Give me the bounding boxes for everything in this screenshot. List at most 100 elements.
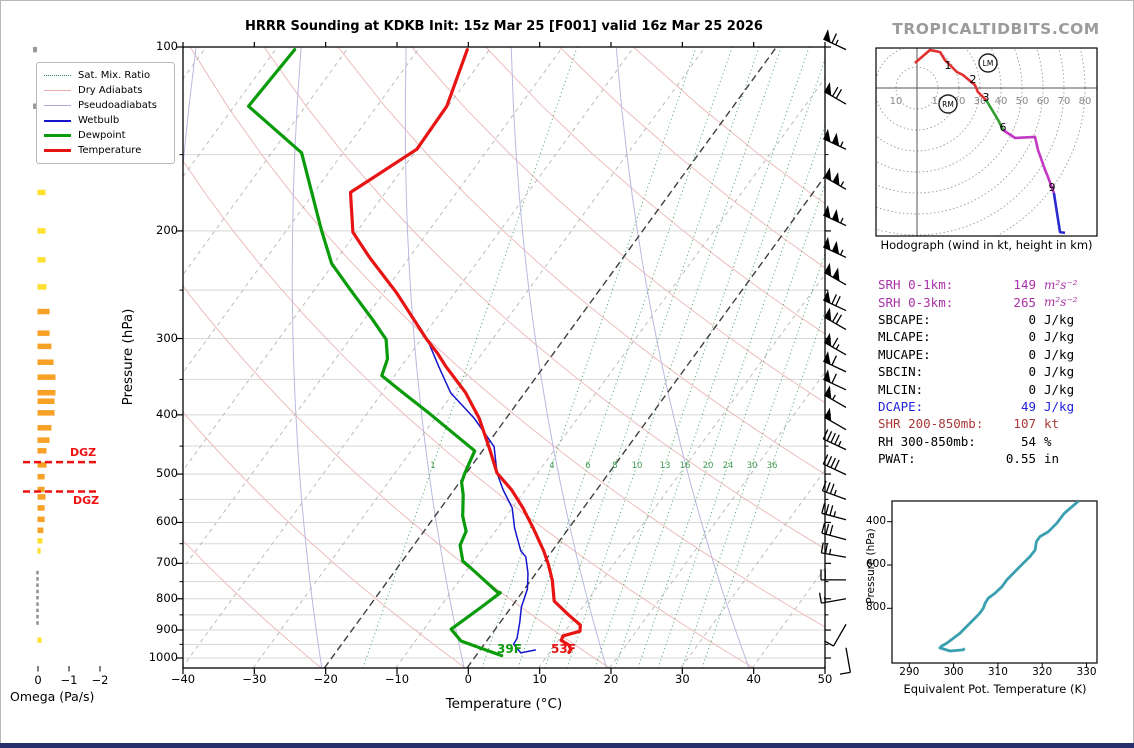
omega-bar [37,516,45,523]
omega-bar [37,486,45,493]
pressure-tick-label: 900 [156,622,178,637]
skewt-xaxis-label: Temperature (°C) [445,696,563,712]
stat-label: SRH 0-1km: [878,277,954,293]
legend-item-label: Dry Adiabats [78,85,143,96]
mixing-ratio-label: 30 [747,461,758,471]
stats-row: SRH 0-1km: 149 m²s⁻² [878,276,1102,293]
stat-value: 0 [1028,311,1036,327]
pressure-tick-label: 200 [156,222,178,237]
temperature-tick-label: 30 [675,672,690,686]
hodograph-ring-label: 30 [974,96,987,107]
hodograph-height-label: 6 [1000,121,1007,134]
legend-line-sample [44,134,71,137]
omega-bar [37,343,52,350]
stat-value: 0 [1028,381,1036,397]
stats-row: SRH 0-3km: 265 m²s⁻² [878,293,1102,310]
wind-barb [822,429,847,451]
legend: Sat. Mix. Ratio Dry Adiabats Pseudoadiabat… [36,62,175,164]
stat-unit: in [1044,451,1060,467]
wind-barb [823,290,847,312]
legend-item: Wetbulb [44,113,166,128]
bottom-bar [0,743,1134,748]
stat-label: MUCAPE: [878,346,931,362]
wind-barb [818,592,847,604]
omega-bar [37,308,50,315]
theta-e-ytick-label: 400 [865,514,886,527]
temperature-curve [348,48,582,654]
mixing-ratio-label: 1 [430,461,435,471]
omega-bar [37,359,54,365]
theta-e-xtick-label: 330 [1076,666,1097,678]
omega-bar [37,374,56,380]
omega-bar [37,505,45,511]
omega-bar [33,103,38,109]
skewt-background [183,47,825,668]
stat-value: 0 [1028,329,1036,345]
dewpoint-curve [246,48,504,658]
omega-bar [37,257,46,263]
wind-barb [820,569,846,581]
wind-barb [824,167,847,190]
stats-row: SHR 200-850mb: 107 kt [878,415,1102,432]
theta-e-xtick-label: 310 [987,666,1008,678]
legend-item: Dry Adiabats [44,83,166,98]
temperature-tick-label: 40 [746,672,761,686]
pressure-tick-label: 500 [156,466,178,481]
legend-line-sample [44,75,71,76]
theta-e-xtick-label: 320 [1032,666,1053,678]
stat-value: 265 [1013,294,1036,310]
storm-motion-marker-lm: LM [978,53,998,73]
legend-item: Temperature [44,143,166,158]
omega-bar [37,410,55,416]
mixing-ratio-label: 8 [612,461,617,471]
skewt-frame: 1 4 6 8 10 13 16 20 24 30 36 [177,42,831,674]
omega-bar [37,437,50,443]
hodograph: 10 10 20 30 40 50 60 70 80 1 23 6 9 RM LM [875,47,1098,237]
pressure-tick-label: 700 [156,555,178,570]
mixing-ratio-label: 36 [767,461,778,471]
surface-temperature-label: 53F [551,642,576,656]
legend-item-label: Temperature [78,145,142,156]
theta-e-xaxis-label: Equivalent Pot. Temperature (K) [903,682,1087,696]
stats-row: DCAPE: 49 J/kg [878,398,1102,415]
wind-barb [824,385,847,409]
stat-unit: m²s⁻² [1044,277,1078,292]
hodograph-height-label: 3 [983,91,990,104]
hodograph-ring-label: 50 [1016,96,1029,107]
stats-row: MLCAPE: 0 J/kg [878,328,1102,345]
omega-bar [37,527,44,534]
omega-bar [37,462,47,468]
stat-unit: J/kg [1044,398,1075,414]
omega-bar [33,46,38,53]
wind-barb [824,82,847,105]
omega-panel [23,46,101,672]
hodograph-ring-label: 40 [995,96,1008,107]
temperature-tick-label: 0 [464,672,472,686]
wind-barb-column [818,29,851,675]
pressure-tick-label: 1000 [148,650,178,664]
stat-unit: J/kg [1044,346,1075,362]
stat-value: 54 [1020,433,1036,449]
dgz-label-lower: DGZ [73,494,100,507]
hodograph-ring-label: 10 [932,96,945,107]
hodograph-ring-label: 20 [953,96,966,107]
omega-bar [37,425,52,431]
omega-bar [37,330,50,336]
mixing-ratio-label: 20 [703,461,714,471]
legend-item-label: Dewpoint [78,130,126,141]
hodograph-height-label: 9 [1049,181,1056,194]
wind-barb [824,624,847,647]
svg-text:LM: LM [983,59,994,68]
stats-row: SBCAPE: 0 J/kg [878,311,1102,328]
stats-panel: SRH 0-1km: 149 m²s⁻² SRH 0-3km: 265 m²s⁻² SBCA… [878,276,1102,467]
hodograph-trace-segment [914,48,988,101]
stat-label: PWAT: [878,451,916,467]
omega-bar [37,448,47,454]
theta-e-ytick-label: 600 [865,558,886,570]
theta-e-xtick-label: 300 [943,666,964,678]
legend-line-sample [44,119,71,122]
stats-row: MLCIN: 0 J/kg [878,380,1102,397]
theta-e-ytick-label: 800 [865,601,886,614]
